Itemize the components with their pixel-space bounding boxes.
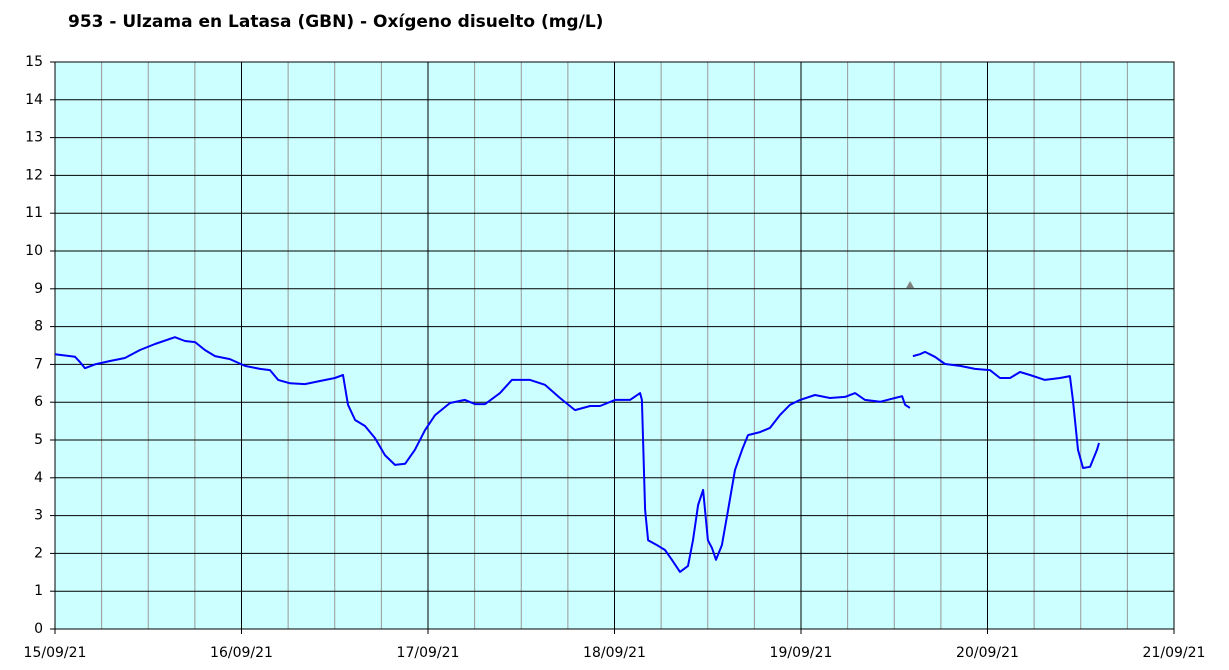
y-tick-label: 13 [25,130,43,146]
y-tick-label: 0 [34,621,43,637]
y-tick-label: 11 [25,205,43,221]
x-tick-label: 21/09/21 [1143,645,1206,661]
x-tick-label: 17/09/21 [397,645,460,661]
y-tick-label: 2 [34,545,43,561]
marker [906,281,915,289]
x-tick-label: 16/09/21 [210,645,273,661]
y-tick-label: 10 [25,243,43,259]
x-tick-label: 15/09/21 [24,645,87,661]
y-tick-label: 4 [34,470,43,486]
plot-border [54,61,1175,630]
y-tick-label: 12 [25,167,43,183]
data-line [54,336,1100,573]
x-tick-label: 20/09/21 [956,645,1019,661]
x-tick-label: 19/09/21 [770,645,833,661]
y-tick-label: 3 [34,508,43,524]
y-tick-label: 14 [25,92,43,108]
y-tick-label: 9 [34,281,43,297]
y-tick-label: 6 [34,394,43,410]
y-tick-label: 8 [34,319,43,335]
y-tick-label: 5 [34,432,43,448]
y-tick-label: 1 [34,583,43,599]
chart-title: 953 - Ulzama en Latasa (GBN) - Oxígeno d… [68,12,603,32]
y-tick-label: 7 [34,356,43,372]
x-tick-label: 18/09/21 [583,645,646,661]
y-tick-label: 15 [25,54,43,70]
